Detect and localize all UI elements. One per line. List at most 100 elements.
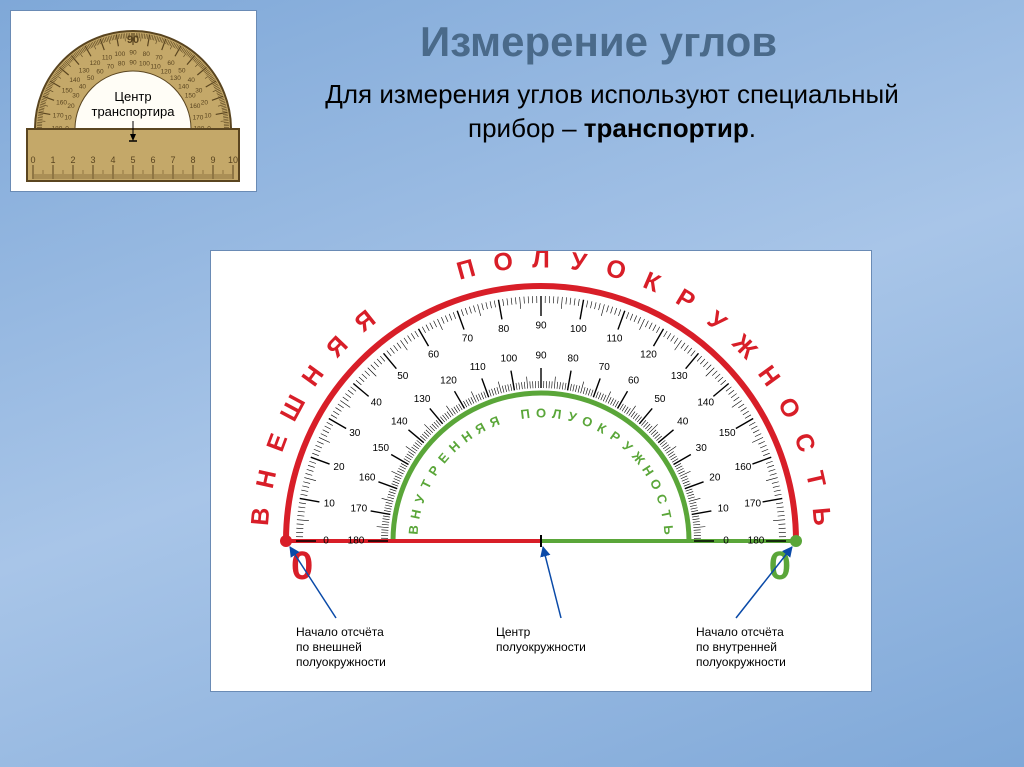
svg-text:транспортира: транспортира [92, 104, 176, 119]
svg-text:полуокружности: полуокружности [296, 655, 386, 669]
svg-text:0: 0 [30, 155, 35, 165]
svg-text:50: 50 [178, 67, 186, 74]
svg-text:160: 160 [190, 103, 201, 110]
svg-text:0: 0 [723, 536, 729, 547]
svg-text:160: 160 [735, 462, 752, 473]
svg-text:70: 70 [155, 54, 163, 61]
svg-text:У: У [412, 492, 429, 505]
svg-text:3: 3 [90, 155, 95, 165]
svg-text:Р: Р [671, 283, 700, 316]
page-title: Измерение углов [420, 18, 777, 66]
svg-text:100: 100 [139, 61, 150, 68]
svg-text:Н: Н [752, 360, 785, 391]
svg-text:30: 30 [195, 88, 203, 95]
svg-text:20: 20 [709, 472, 721, 483]
svg-text:Р: Р [425, 463, 442, 479]
subtitle-keyword: транспортир [584, 113, 749, 143]
svg-text:Ь: Ь [661, 525, 677, 536]
svg-text:Н: Н [407, 508, 424, 520]
svg-text:100: 100 [570, 324, 587, 335]
svg-text:40: 40 [371, 397, 383, 408]
svg-text:Л: Л [551, 406, 562, 422]
svg-text:110: 110 [607, 334, 623, 345]
small-protractor-panel: 0180101702016030150401405013060120701108… [10, 10, 257, 192]
svg-text:90: 90 [535, 351, 547, 362]
svg-text:Начало отсчёта: Начало отсчёта [696, 625, 784, 639]
svg-text:Т: Т [800, 468, 831, 489]
svg-text:90: 90 [129, 60, 137, 67]
svg-text:60: 60 [628, 375, 640, 386]
svg-text:60: 60 [428, 349, 440, 360]
svg-text:80: 80 [118, 61, 126, 68]
svg-text:130: 130 [414, 394, 431, 405]
svg-text:К: К [595, 420, 609, 437]
svg-text:Н: Н [639, 463, 657, 479]
svg-text:70: 70 [462, 334, 474, 345]
svg-text:2: 2 [70, 155, 75, 165]
svg-text:Ш: Ш [275, 390, 312, 425]
svg-text:30: 30 [72, 93, 80, 100]
large-protractor-svg: 1800170101602015030140401305012060110701… [211, 251, 871, 691]
subtitle: Для измерения углов используют специальн… [260, 78, 964, 146]
svg-text:30: 30 [696, 443, 708, 454]
svg-text:20: 20 [333, 462, 345, 473]
svg-text:150: 150 [719, 428, 736, 439]
svg-text:Начало отсчёта: Начало отсчёта [296, 625, 384, 639]
svg-text:180: 180 [748, 536, 765, 547]
svg-text:50: 50 [397, 371, 409, 382]
svg-text:5: 5 [130, 155, 135, 165]
svg-text:Е: Е [435, 450, 452, 467]
svg-text:П: П [520, 406, 531, 422]
small-protractor-svg: 0180101702016030150401405013060120701108… [11, 11, 256, 191]
svg-text:90: 90 [129, 50, 137, 57]
svg-text:10: 10 [204, 113, 212, 120]
svg-text:Р: Р [607, 428, 623, 445]
svg-text:полуокружности: полуокружности [696, 655, 786, 669]
svg-text:Ж: Ж [726, 328, 763, 365]
svg-text:У: У [619, 438, 636, 455]
svg-text:30: 30 [349, 428, 361, 439]
svg-text:Я: Я [488, 413, 502, 430]
svg-text:20: 20 [67, 103, 75, 110]
subtitle-text-1: Для измерения углов используют специальн… [325, 79, 898, 109]
svg-text:100: 100 [114, 51, 125, 58]
svg-text:140: 140 [178, 83, 189, 90]
svg-text:40: 40 [79, 83, 87, 90]
svg-text:Ь: Ь [807, 506, 836, 526]
svg-text:10: 10 [718, 504, 730, 515]
svg-text:9: 9 [210, 155, 215, 165]
svg-text:80: 80 [568, 353, 580, 364]
svg-text:О: О [580, 413, 595, 431]
svg-text:Л: Л [532, 251, 550, 274]
svg-text:130: 130 [79, 67, 90, 74]
svg-text:Т: Т [418, 477, 435, 491]
svg-text:С: С [788, 429, 821, 456]
svg-text:6: 6 [150, 155, 155, 165]
svg-text:Ж: Ж [628, 448, 648, 468]
svg-text:10: 10 [228, 155, 238, 165]
svg-text:У: У [569, 251, 589, 277]
svg-text:Н: Н [459, 428, 475, 446]
svg-text:90: 90 [127, 34, 139, 46]
svg-text:У: У [567, 409, 579, 426]
svg-text:90: 90 [535, 321, 547, 332]
svg-text:160: 160 [359, 472, 376, 483]
svg-text:С: С [653, 492, 670, 506]
svg-text:В: В [246, 506, 275, 526]
svg-text:Е: Е [261, 430, 293, 455]
svg-text:О: О [603, 254, 629, 286]
svg-text:40: 40 [677, 417, 689, 428]
svg-text:170: 170 [744, 498, 761, 509]
svg-text:О: О [492, 251, 515, 277]
svg-text:Центр: Центр [114, 89, 151, 104]
svg-text:У: У [702, 305, 732, 337]
svg-text:0: 0 [769, 544, 791, 588]
svg-text:170: 170 [350, 504, 367, 515]
svg-text:О: О [772, 393, 806, 423]
svg-text:60: 60 [167, 60, 175, 67]
svg-text:110: 110 [470, 362, 486, 373]
svg-text:170: 170 [193, 114, 204, 121]
svg-text:Н: Н [296, 360, 329, 391]
svg-text:В: В [406, 525, 422, 536]
svg-text:Центр: Центр [496, 625, 531, 639]
